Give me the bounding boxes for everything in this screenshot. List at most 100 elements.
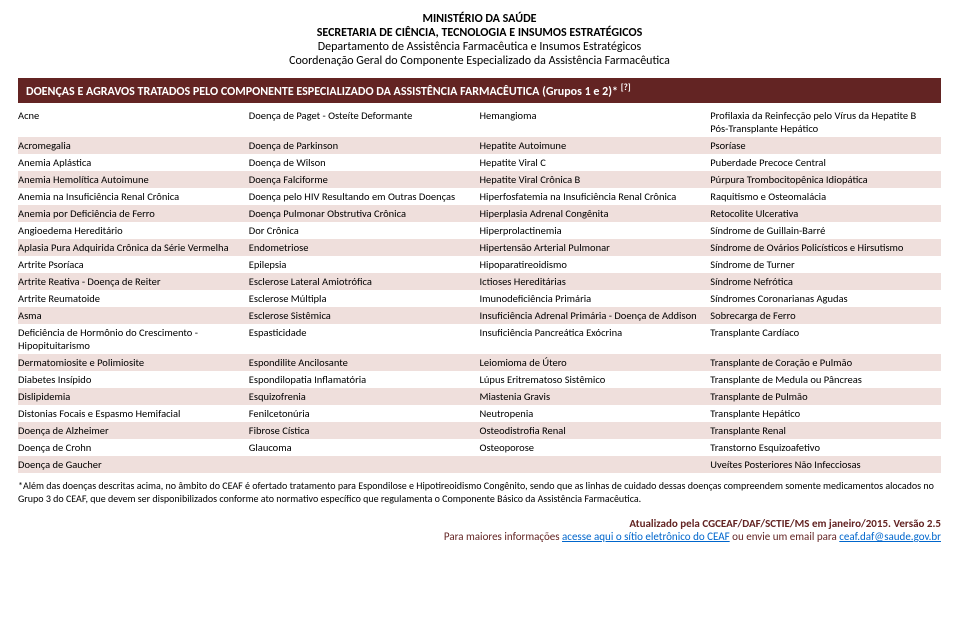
footer-info-post: ou envie um email para <box>730 530 840 543</box>
table-cell: Síndrome de Turner <box>710 256 941 273</box>
table-cell <box>480 456 711 473</box>
table-cell: Esclerose Múltipla <box>249 290 480 307</box>
table-cell: Dermatomiosite e Polimiosite <box>18 354 249 371</box>
table-cell: Transplante Hepático <box>710 405 941 422</box>
title-bar-text: DOENÇAS E AGRAVOS TRATADOS PELO COMPONEN… <box>26 85 618 99</box>
table-cell: Hiperplasia Adrenal Congênita <box>480 205 711 222</box>
table-cell: Deficiência de Hormônio do Crescimento -… <box>18 324 249 354</box>
table-cell: Ictioses Hereditárias <box>480 273 711 290</box>
table-cell: Angioedema Hereditário <box>18 222 249 239</box>
diseases-table: AcneDoença de Paget - Osteíte Deformante… <box>18 107 941 473</box>
table-cell: Doença Falciforme <box>249 171 480 188</box>
footer: Atualizado pela CGCEAF/DAF/SCTIE/MS em j… <box>18 517 941 543</box>
table-cell: Hepatite Viral C <box>480 154 711 171</box>
table-cell: Raquitismo e Osteomalácia <box>710 188 941 205</box>
table-cell: Artrite Reumatoide <box>18 290 249 307</box>
table-cell: Puberdade Precoce Central <box>710 154 941 171</box>
table-cell: Neutropenia <box>480 405 711 422</box>
table-row: Anemia por Deficiência de FerroDoença Pu… <box>18 205 941 222</box>
table-cell: Hipertensão Arterial Pulmonar <box>480 239 711 256</box>
table-cell: Transplante Renal <box>710 422 941 439</box>
table-cell: Acne <box>18 107 249 137</box>
title-bar: DOENÇAS E AGRAVOS TRATADOS PELO COMPONEN… <box>18 78 941 103</box>
table-row: Anemia AplásticaDoença de WilsonHepatite… <box>18 154 941 171</box>
document-header: MINISTÉRIO DA SAÚDE SECRETARIA DE CIÊNCI… <box>18 12 941 68</box>
table-cell: Doença de Crohn <box>18 439 249 456</box>
table-cell: Endometriose <box>249 239 480 256</box>
table-cell: Hipoparatireoidismo <box>480 256 711 273</box>
header-ministry: MINISTÉRIO DA SAÚDE <box>18 12 941 26</box>
table-cell: Osteodistrofia Renal <box>480 422 711 439</box>
footer-updated: Atualizado pela CGCEAF/DAF/SCTIE/MS em j… <box>18 517 941 530</box>
table-cell: Doença de Parkinson <box>249 137 480 154</box>
table-cell: Doença pelo HIV Resultando em Outras Doe… <box>249 188 480 205</box>
table-cell: Psoríase <box>710 137 941 154</box>
table-cell: Hepatite Autoimune <box>480 137 711 154</box>
table-cell: Doença de Paget - Osteíte Deformante <box>249 107 480 137</box>
footer-info-pre: Para maiores informações <box>444 530 562 543</box>
table-cell: Transtorno Esquizoafetivo <box>710 439 941 456</box>
table-cell: Hepatite Viral Crônica B <box>480 171 711 188</box>
table-cell: Esclerose Sistêmica <box>249 307 480 324</box>
table-cell: Transplante Cardíaco <box>710 324 941 354</box>
table-cell: Retocolite Ulcerativa <box>710 205 941 222</box>
footnote: *Além das doenças descritas acima, no âm… <box>18 479 941 505</box>
table-cell: Insuficiência Adrenal Primária - Doença … <box>480 307 711 324</box>
table-row: Deficiência de Hormônio do Crescimento -… <box>18 324 941 354</box>
table-cell: Hiperprolactinemia <box>480 222 711 239</box>
table-cell: Transplante de Medula ou Pâncreas <box>710 371 941 388</box>
table-cell: Uveítes Posteriores Não Infecciosas <box>710 456 941 473</box>
table-row: Doença de CrohnGlaucomaOsteoporoseTranst… <box>18 439 941 456</box>
table-cell: Anemia na Insuficiência Renal Crônica <box>18 188 249 205</box>
table-row: AsmaEsclerose SistêmicaInsuficiência Adr… <box>18 307 941 324</box>
table-cell: Espasticidade <box>249 324 480 354</box>
footer-link-site[interactable]: acesse aqui o sítio eletrônico do CEAF <box>562 530 730 543</box>
table-cell: Asma <box>18 307 249 324</box>
table-cell: Artrite Reativa - Doença de Reiter <box>18 273 249 290</box>
table-cell: Osteoporose <box>480 439 711 456</box>
table-cell: Dor Crônica <box>249 222 480 239</box>
table-cell <box>249 456 480 473</box>
table-cell: Acromegalia <box>18 137 249 154</box>
header-secretariat: SECRETARIA DE CIÊNCIA, TECNOLOGIA E INSU… <box>18 26 941 40</box>
table-cell: Insuficiência Pancreática Exócrina <box>480 324 711 354</box>
table-row: DislipidemiaEsquizofreniaMiastenia Gravi… <box>18 388 941 405</box>
table-cell: Doença de Wilson <box>249 154 480 171</box>
table-row: Angioedema HereditárioDor CrônicaHiperpr… <box>18 222 941 239</box>
header-department: Departamento de Assistência Farmacêutica… <box>18 40 941 54</box>
table-cell: Hemangioma <box>480 107 711 137</box>
table-cell: Síndromes Coronarianas Agudas <box>710 290 941 307</box>
table-cell: Lúpus Eritrematoso Sistêmico <box>480 371 711 388</box>
table-cell: Síndrome Nefrótica <box>710 273 941 290</box>
footer-link-email[interactable]: ceaf.daf@saude.gov.br <box>839 530 941 543</box>
table-row: AcromegaliaDoença de ParkinsonHepatite A… <box>18 137 941 154</box>
table-cell: Anemia Aplástica <box>18 154 249 171</box>
table-cell: Fibrose Cística <box>249 422 480 439</box>
header-coordination: Coordenação Geral do Componente Especial… <box>18 54 941 68</box>
table-cell: Imunodeficiência Primária <box>480 290 711 307</box>
table-row: Dermatomiosite e PolimiositeEspondilite … <box>18 354 941 371</box>
footer-info: Para maiores informações acesse aqui o s… <box>18 530 941 543</box>
table-cell: Espondilopatia Inflamatória <box>249 371 480 388</box>
title-bar-sup: [?] <box>621 82 631 93</box>
table-row: Artrite PsoríacaEpilepsiaHipoparatireoid… <box>18 256 941 273</box>
table-cell: Leiomioma de Útero <box>480 354 711 371</box>
table-row: Artrite ReumatoideEsclerose MúltiplaImun… <box>18 290 941 307</box>
table-cell: Esclerose Lateral Amiotrófica <box>249 273 480 290</box>
table-cell: Púrpura Trombocitopênica Idiopática <box>710 171 941 188</box>
table-cell: Doença Pulmonar Obstrutiva Crônica <box>249 205 480 222</box>
table-cell: Esquizofrenia <box>249 388 480 405</box>
table-cell: Aplasia Pura Adquirida Crônica da Série … <box>18 239 249 256</box>
table-cell: Hiperfosfatemia na Insuficiência Renal C… <box>480 188 711 205</box>
table-cell: Doença de Gaucher <box>18 456 249 473</box>
table-cell: Transplante de Pulmão <box>710 388 941 405</box>
table-cell: Fenilcetonúria <box>249 405 480 422</box>
table-cell: Espondilite Ancilosante <box>249 354 480 371</box>
table-cell: Artrite Psoríaca <box>18 256 249 273</box>
table-cell: Sobrecarga de Ferro <box>710 307 941 324</box>
table-row: Doença de Gaucher Uveítes Posteriores Não… <box>18 456 941 473</box>
table-cell: Transplante de Coração e Pulmão <box>710 354 941 371</box>
table-cell: Síndrome de Ovários Policísticos e Hirsu… <box>710 239 941 256</box>
table-row: Aplasia Pura Adquirida Crônica da Série … <box>18 239 941 256</box>
table-cell: Epilepsia <box>249 256 480 273</box>
